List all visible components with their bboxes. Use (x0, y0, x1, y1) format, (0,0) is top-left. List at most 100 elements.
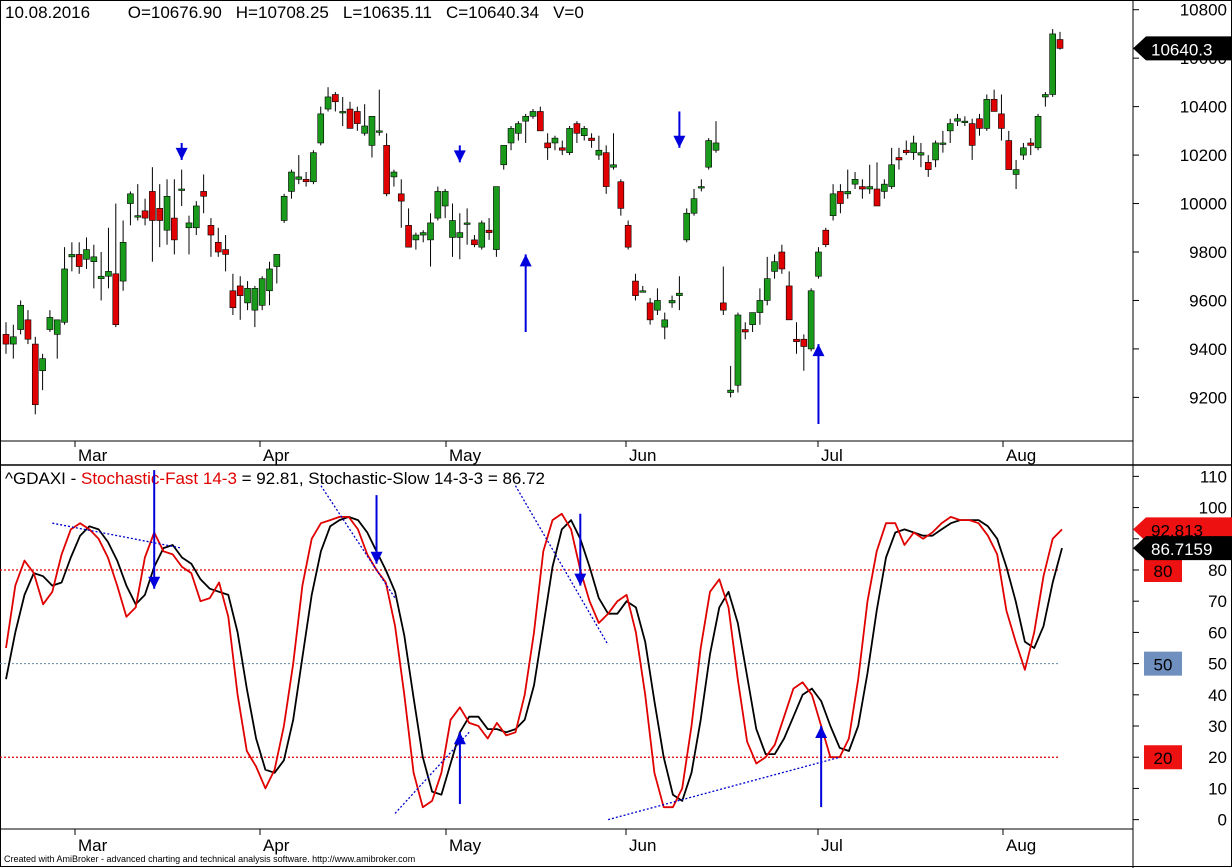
month-label: Jul (821, 836, 843, 855)
candle-down (171, 217, 178, 241)
candle-down (236, 285, 244, 296)
candle-down (383, 145, 390, 195)
candle-up (1020, 147, 1027, 156)
low-label: L=10635.11 (342, 3, 432, 22)
candle-down (968, 123, 976, 146)
candle-up (273, 254, 281, 267)
candle-up (734, 314, 742, 386)
candle-down (222, 249, 229, 255)
candle-up (500, 145, 508, 166)
candle-up (815, 251, 822, 277)
candle-up (639, 290, 647, 293)
candle-down (632, 280, 639, 296)
month-label: Apr (263, 836, 290, 855)
candle-up (185, 222, 193, 229)
signal-arrow-head (175, 147, 188, 160)
level-label: 50 (1154, 656, 1173, 675)
candle-up (419, 232, 427, 236)
candle-down (859, 186, 866, 190)
candle-up (690, 198, 698, 214)
last-price-value: 10640.3 (1151, 40, 1212, 59)
candle-up (251, 288, 259, 311)
candle-down (75, 254, 83, 267)
candle-up (339, 111, 346, 114)
signal-arrow-head (453, 732, 466, 745)
signal-arrow-head (673, 135, 686, 148)
candle-down (229, 290, 237, 309)
candle-up (46, 317, 54, 330)
month-label: Jun (629, 836, 656, 855)
candle-down (741, 329, 749, 333)
price-arrows (175, 111, 825, 425)
candle-down (573, 123, 581, 134)
candle-up (712, 142, 720, 151)
candle-up (317, 113, 325, 144)
fast-series-value: = 92.81, (236, 469, 309, 488)
candle-up (829, 193, 837, 216)
signal-arrow-head (812, 344, 825, 357)
candle-up (10, 336, 17, 345)
price-tick-label: 10800 (1180, 1, 1227, 20)
candle-up (368, 116, 376, 146)
candle-up (1034, 116, 1042, 149)
candle-up (851, 179, 859, 185)
slow-value-tag: 86.7159 (1151, 540, 1212, 559)
candle-down (800, 338, 808, 347)
candle-up (939, 142, 947, 145)
candle-up (654, 300, 661, 311)
candle-up (266, 268, 273, 292)
indicator-header: ^GDAXI - Stochastic-Fast 14-3 = 92.81, S… (5, 469, 545, 489)
signal-arrow-head (815, 726, 828, 739)
candle-down (793, 338, 800, 342)
candle-up (295, 176, 303, 180)
price-candles (2, 29, 1064, 415)
fast-value-tag: 92.813 (1151, 521, 1203, 540)
candle-up (515, 123, 522, 134)
candle-down (332, 94, 339, 103)
candle-down (397, 193, 405, 202)
candle-up (280, 195, 288, 221)
candle-up (427, 222, 434, 241)
candle-up (90, 256, 98, 262)
candle-down (537, 111, 544, 132)
candle-up (412, 234, 420, 241)
price-axis: 9200940096009800100001020010400106001080… (1133, 1, 1227, 407)
month-label: May (449, 836, 482, 855)
fast-value-tag-badge (1133, 517, 1232, 542)
candle-up (529, 111, 537, 117)
candle-down (1005, 140, 1013, 170)
signal-arrow-head (519, 254, 532, 267)
candle-down (617, 181, 625, 209)
candle-up (288, 171, 295, 192)
candle-down (998, 113, 1005, 129)
price-tick-label: 10400 (1180, 98, 1227, 117)
candle-up (983, 99, 991, 129)
candle-up (53, 319, 61, 335)
candle-down (902, 149, 910, 153)
candle-up (668, 300, 676, 304)
candle-down (405, 225, 412, 248)
divergence-trendline (607, 756, 840, 821)
candle-up (390, 171, 398, 178)
candle-up (946, 123, 954, 132)
candle-up (961, 120, 969, 123)
candle-down (558, 147, 566, 151)
candle-down (602, 152, 610, 187)
candle-down (837, 191, 844, 204)
candle-up (756, 300, 764, 313)
candle-up (932, 142, 939, 161)
high-label: H=10708.25 (235, 3, 329, 22)
candle-up (749, 312, 756, 325)
candle-up (763, 278, 771, 301)
candle-down (200, 191, 207, 197)
candle-up (127, 193, 134, 204)
date-label: 10.08.2016 (5, 3, 91, 22)
month-label: May (449, 446, 482, 465)
signal-arrow-head (370, 551, 383, 564)
candle-up (244, 288, 251, 304)
stochastic-lines (5, 512, 1063, 809)
candle-down (624, 225, 632, 248)
candle-up (324, 96, 332, 110)
last-price-tag: 10640.3 (1133, 36, 1232, 61)
